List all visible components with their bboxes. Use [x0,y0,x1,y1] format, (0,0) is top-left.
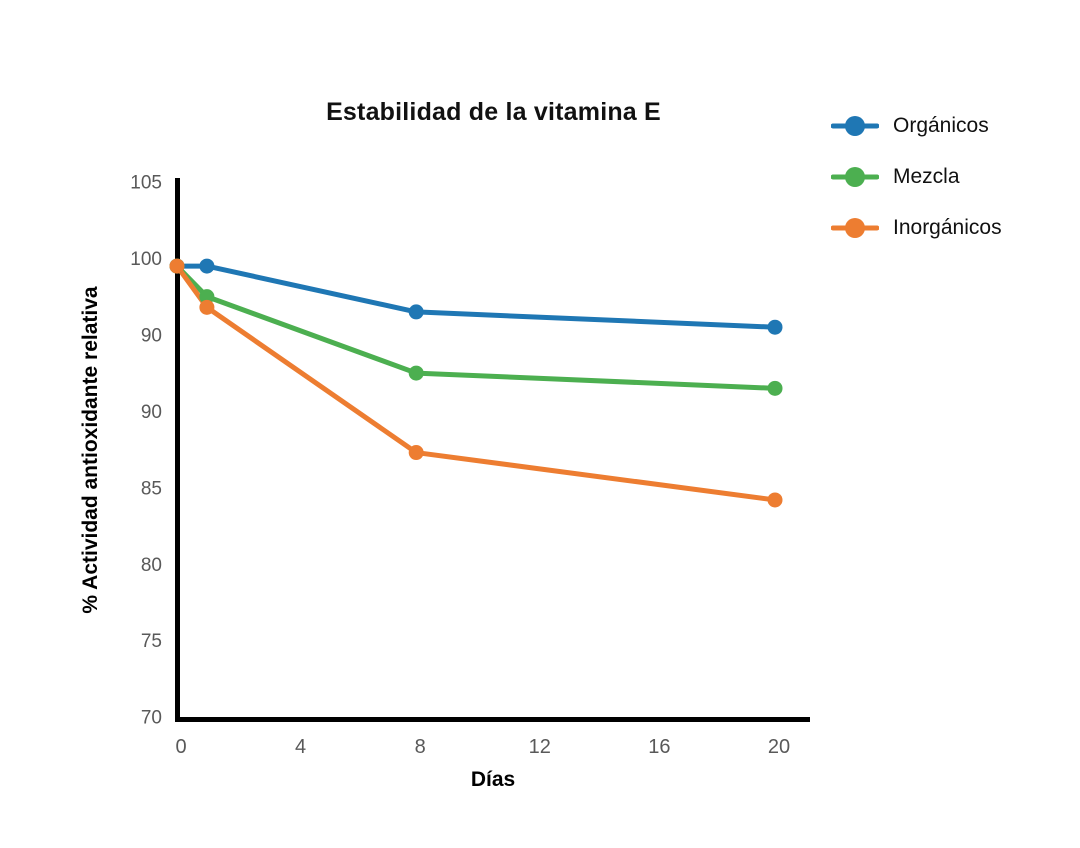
y-tick-label: 70 [141,708,162,729]
y-axis-title: % Actividad antioxidante relativa [79,286,102,613]
series-line-mezcla [174,263,778,391]
y-tick-label: 90 [141,402,162,423]
x-tick-label: 12 [529,736,551,758]
x-tick-label: 0 [175,736,186,758]
legend-label-mezcla: Mezcla [893,165,960,188]
data-point-orgánicos-day20 [767,319,783,335]
x-axis-title: Días [471,768,515,791]
legend-item-inorganicos: Inorgánicos [831,216,1002,240]
legend: Orgánicos Mezcla Inorgánicos [831,114,1002,240]
y-tick-label: 105 [130,173,162,194]
data-point-inorgánicos-day1 [199,299,215,315]
y-tick-label: 80 [141,555,162,576]
y-tick-label: 100 [130,249,162,270]
series-line-inorgánicos [174,263,778,503]
legend-marker-icon [831,218,879,238]
legend-marker-icon [831,167,879,187]
legend-label-organicos: Orgánicos [893,114,989,137]
data-point-inorgánicos-day0 [169,258,185,274]
data-point-orgánicos-day8 [408,304,424,320]
y-tick-label: 90 [141,326,162,347]
data-point-mezcla-day8 [408,365,424,381]
y-tick-label: 85 [141,478,162,499]
data-point-orgánicos-day1 [199,258,215,274]
data-point-inorgánicos-day8 [408,445,424,461]
x-tick-label: 4 [295,736,306,758]
data-point-mezcla-day1 [199,289,215,305]
data-point-inorgánicos-day20 [767,492,783,508]
legend-item-mezcla: Mezcla [831,165,1002,189]
legend-marker-icon [831,116,879,136]
series-line-orgánicos [174,263,778,330]
x-tick-label: 20 [768,736,790,758]
x-tick-label: 16 [648,736,670,758]
x-tick-label: 8 [415,736,426,758]
legend-item-organicos: Orgánicos [831,114,1002,138]
y-tick-label: 75 [141,631,162,652]
legend-label-inorganicos: Inorgánicos [893,216,1002,239]
data-point-mezcla-day20 [767,380,783,396]
chart-title: Estabilidad de la vitamina E [326,98,661,126]
